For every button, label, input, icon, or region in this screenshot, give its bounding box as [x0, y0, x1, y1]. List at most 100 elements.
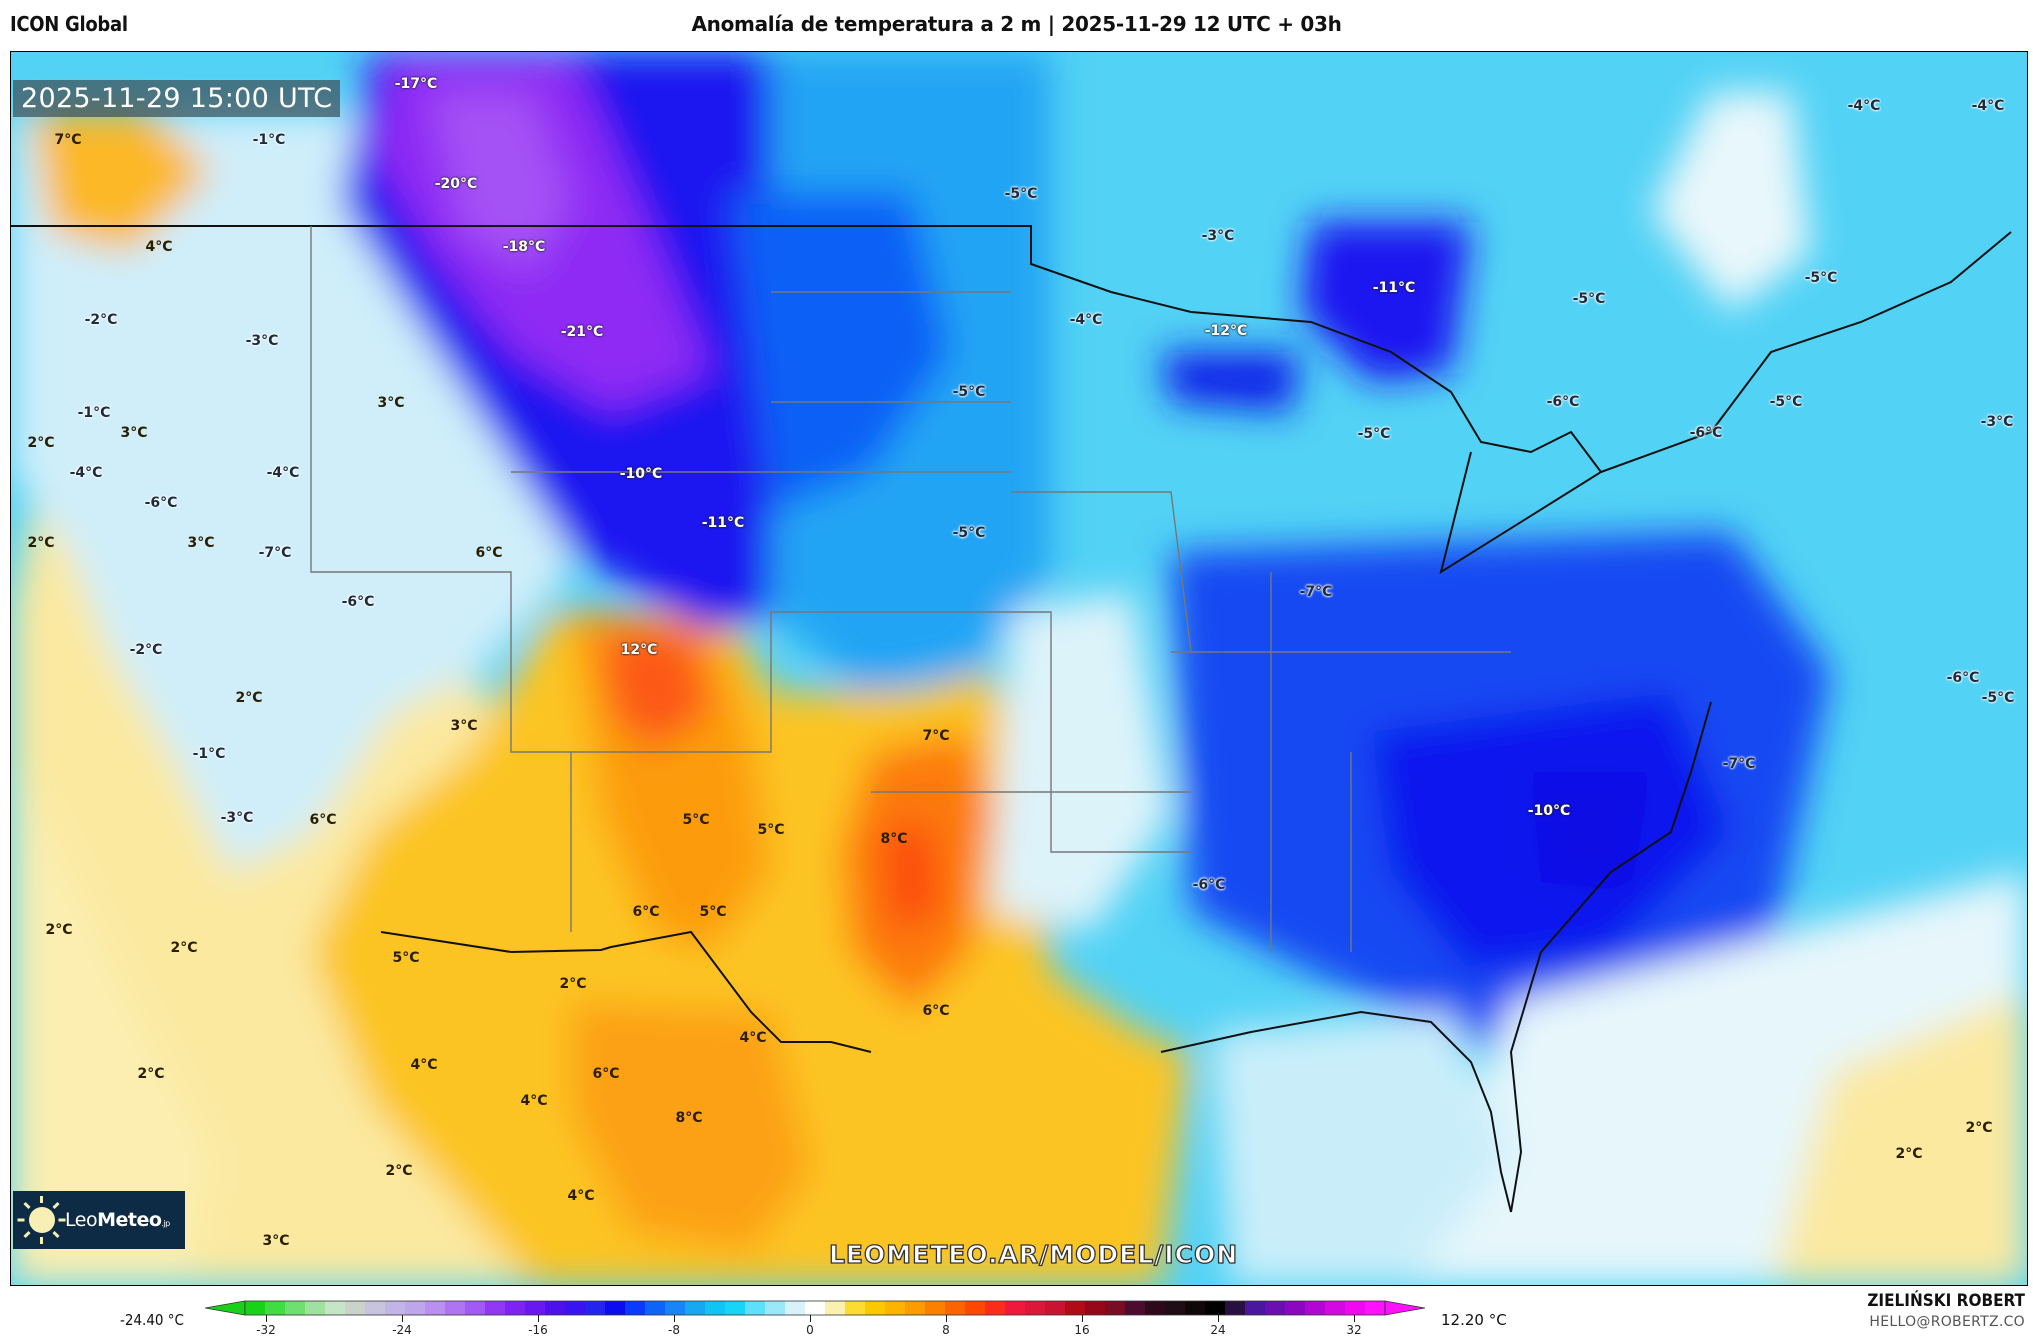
colorbar-tick-mark [674, 1315, 675, 1322]
anomaly-label: -4°C [266, 465, 300, 481]
anomaly-label: -11°C [1372, 280, 1416, 296]
anomaly-label: -11°C [701, 515, 745, 531]
anomaly-label: 2°C [559, 976, 587, 992]
anomaly-label: 2°C [27, 535, 55, 551]
source-watermark: LEOMETEO.AR/MODEL/ICON [828, 1239, 1239, 1269]
valid-time-badge: 2025-11-29 15:00 UTC [13, 80, 341, 117]
anomaly-label: 4°C [520, 1093, 548, 1109]
anomaly-label: 6°C [475, 545, 503, 561]
anomaly-label: -4°C [1069, 312, 1103, 328]
anomaly-label: 6°C [592, 1066, 620, 1082]
model-name: ICON Global [10, 12, 128, 36]
anomaly-label: -10°C [1527, 803, 1571, 819]
anomaly-label: -1°C [252, 132, 286, 148]
anomaly-label: 7°C [54, 132, 82, 148]
author-name: ZIELIŃSKI ROBERT [1867, 1291, 2025, 1311]
anomaly-label: -5°C [952, 384, 986, 400]
anomaly-label: 12°C [620, 642, 658, 658]
anomaly-label: 3°C [187, 535, 215, 551]
colorbar-tick-label: 0 [806, 1323, 814, 1337]
colorbar-tick-mark [402, 1315, 403, 1322]
anomaly-label: -3°C [1201, 228, 1235, 244]
anomaly-label: 5°C [682, 812, 710, 828]
anomaly-label: -5°C [1572, 291, 1606, 307]
anomaly-label: 2°C [170, 940, 198, 956]
colorbar-tick-mark [810, 1315, 811, 1322]
anomaly-label: 3°C [377, 395, 405, 411]
anomaly-label: -6°C [1689, 425, 1723, 441]
anomaly-label: -5°C [1769, 394, 1803, 410]
sun-icon [17, 1196, 66, 1244]
colorbar-tick-label: 16 [1074, 1323, 1090, 1337]
anomaly-label: -10°C [619, 466, 663, 482]
anomaly-label: -6°C [144, 495, 178, 511]
anomaly-label: 3°C [120, 425, 148, 441]
anomaly-label: 4°C [145, 239, 173, 255]
anomaly-label: 6°C [309, 812, 337, 828]
anomaly-label: -20°C [434, 176, 478, 192]
author-credit: ZIELIŃSKI ROBERT HELLO@ROBERTZ.CO [1867, 1291, 2025, 1330]
anomaly-label: -2°C [129, 642, 163, 658]
colorbar [205, 1300, 1425, 1316]
anomaly-label: -3°C [245, 333, 279, 349]
anomaly-label: -3°C [220, 810, 254, 826]
colorbar-tick-label: 8 [942, 1323, 950, 1337]
anomaly-label: -5°C [1357, 426, 1391, 442]
anomaly-label: -7°C [1722, 756, 1756, 772]
anomaly-label: 8°C [675, 1110, 703, 1126]
logo-text: LeoMeteo.jp [65, 1209, 170, 1231]
anomaly-label: -21°C [560, 324, 604, 340]
anomaly-label: -5°C [1981, 690, 2015, 706]
anomaly-label: -7°C [258, 545, 292, 561]
chart-title: Anomalía de temperatura a 2 m | 2025-11-… [691, 12, 1342, 36]
colorbar-max-value: 12.20 °C [1441, 1311, 1507, 1329]
colorbar-tick-label: -8 [668, 1323, 680, 1337]
colorbar-tick-label: -24 [392, 1323, 412, 1337]
author-email: HELLO@ROBERTZ.CO [1869, 1314, 2025, 1330]
anomaly-label: -6°C [1546, 394, 1580, 410]
anomaly-label: -4°C [1971, 98, 2005, 114]
anomaly-label: 5°C [699, 904, 727, 920]
colorbar-tick-mark [1354, 1315, 1355, 1322]
anomaly-label: 3°C [450, 718, 478, 734]
anomaly-label: -6°C [1192, 877, 1226, 893]
anomaly-field [11, 52, 2027, 1285]
colorbar-tick-mark [1082, 1315, 1083, 1322]
anomaly-label: -5°C [952, 525, 986, 541]
colorbar-tick-label: -32 [256, 1323, 276, 1337]
anomaly-label: -5°C [1804, 270, 1838, 286]
anomaly-label: 8°C [880, 831, 908, 847]
colorbar-tick-mark [946, 1315, 947, 1322]
anomaly-label: 2°C [385, 1163, 413, 1179]
anomaly-label: -4°C [1847, 98, 1881, 114]
anomaly-label: 3°C [262, 1233, 290, 1249]
anomaly-label: 2°C [1965, 1120, 1993, 1136]
leometeo-logo: LeoMeteo.jp [13, 1191, 185, 1249]
colorbar-tick-mark [266, 1315, 267, 1322]
anomaly-label: -3°C [1980, 414, 2014, 430]
anomaly-label: 2°C [235, 690, 263, 706]
anomaly-label: -6°C [341, 594, 375, 610]
anomaly-label: 4°C [567, 1188, 595, 1204]
anomaly-label: -1°C [192, 746, 226, 762]
anomaly-label: 2°C [27, 435, 55, 451]
anomaly-label: -4°C [69, 465, 103, 481]
anomaly-label: 6°C [922, 1003, 950, 1019]
anomaly-label: 4°C [410, 1057, 438, 1073]
colorbar-tick-mark [538, 1315, 539, 1322]
anomaly-label: 5°C [392, 950, 420, 966]
anomaly-label: 2°C [1895, 1146, 1923, 1162]
anomaly-label: 2°C [137, 1066, 165, 1082]
anomaly-label: 4°C [739, 1030, 767, 1046]
anomaly-label: -6°C [1946, 670, 1980, 686]
colorbar-tick-label: -16 [528, 1323, 548, 1337]
anomaly-label: -7°C [1299, 584, 1333, 600]
colorbar-tick-mark [1218, 1315, 1219, 1322]
anomaly-label: 6°C [632, 904, 660, 920]
anomaly-label: -5°C [1004, 186, 1038, 202]
temperature-anomaly-map: 2025-11-29 15:00 UTC -17°C -20°C -18°C -21°… [10, 51, 2028, 1286]
anomaly-label: -2°C [84, 312, 118, 328]
colorbar-tick-label: 32 [1346, 1323, 1362, 1337]
anomaly-label: 2°C [45, 922, 73, 938]
anomaly-label: -18°C [502, 239, 546, 255]
